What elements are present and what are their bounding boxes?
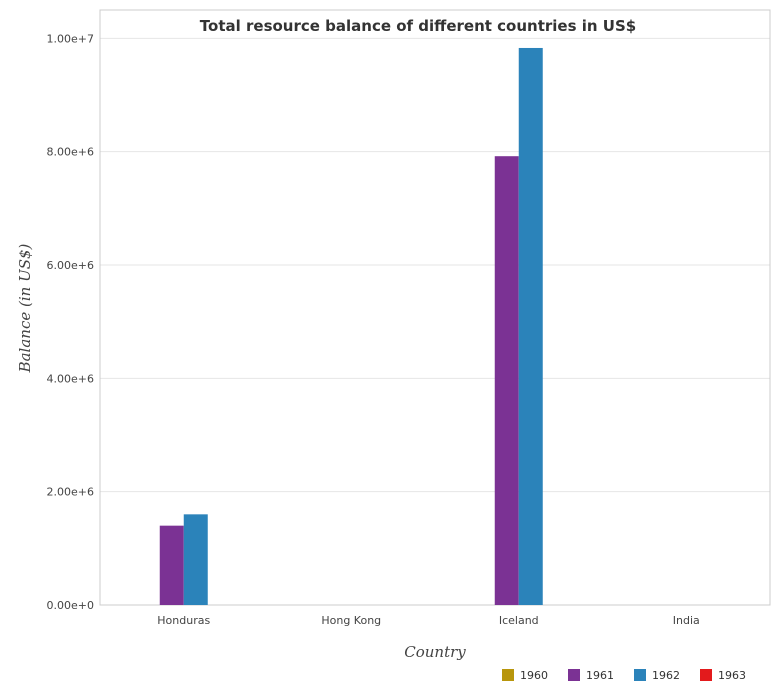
y-axis-ticks: 0.00e+0 2.00e+6 4.00e+6 6.00e+6 8.00e+6 1.00e… — [47, 32, 94, 612]
bar-1962-honduras — [183, 514, 208, 605]
legend-item: 1961 — [568, 669, 614, 682]
legend-swatch — [568, 669, 580, 681]
legend-label: 1961 — [586, 669, 614, 682]
legend-label: 1962 — [652, 669, 680, 682]
x-tick-label: Iceland — [499, 614, 539, 627]
legend-swatch — [502, 669, 514, 681]
y-axis-label: Balance (in US$) — [16, 243, 34, 373]
legend-swatch — [634, 669, 646, 681]
bar-1961-iceland — [494, 156, 519, 605]
legend-item: 1963 — [700, 669, 746, 682]
x-axis-ticks: Honduras Hong Kong Iceland India — [157, 614, 699, 627]
plot-area — [99, 9, 771, 606]
bars — [159, 47, 543, 605]
x-tick-label: Honduras — [157, 614, 210, 627]
bar-1962-iceland — [518, 47, 543, 605]
y-tick-label: 0.00e+0 — [47, 599, 94, 612]
y-tick-label: 2.00e+6 — [47, 486, 94, 499]
legend-label: 1960 — [520, 669, 548, 682]
bar-1961-honduras — [159, 525, 184, 605]
legend-item: 1960 — [502, 669, 548, 682]
y-tick-label: 8.00e+6 — [47, 146, 94, 159]
x-tick-label: India — [673, 614, 700, 627]
x-tick-label: Hong Kong — [321, 614, 381, 627]
legend: 1960 1961 1962 1963 — [502, 669, 746, 682]
legend-label: 1963 — [718, 669, 746, 682]
y-tick-label: 6.00e+6 — [47, 259, 94, 272]
y-tick-label: 4.00e+6 — [47, 372, 94, 385]
legend-swatch — [700, 669, 712, 681]
legend-item: 1962 — [634, 669, 680, 682]
chart-title: Total resource balance of different coun… — [200, 17, 636, 35]
x-axis-label: Country — [404, 643, 466, 661]
y-tick-label: 1.00e+7 — [47, 32, 94, 45]
